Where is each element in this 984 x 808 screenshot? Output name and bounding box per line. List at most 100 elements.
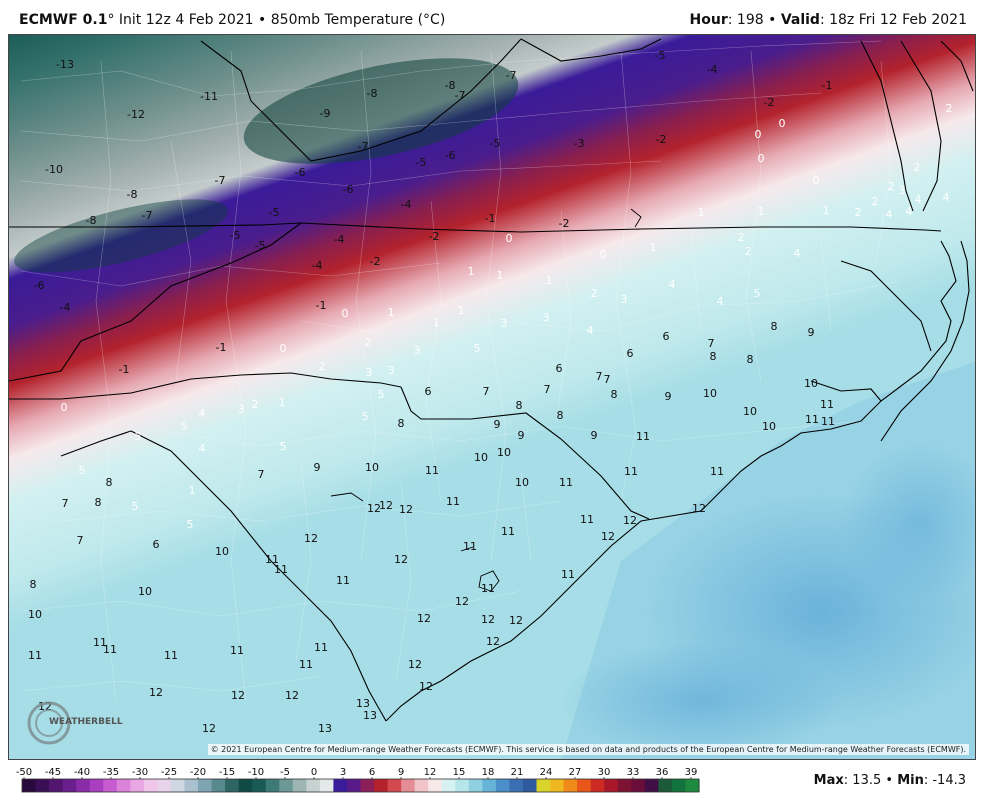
color-swatch [617,779,632,792]
temperature-labels: -13-11-12-10-8-7-8-7-9-8-8-7-7-7-6-6-5-6… [28,49,953,735]
temp-label: 12 [399,503,413,516]
temp-label: 3 [543,311,550,324]
temp-label: -7 [358,140,369,153]
legend-tick-label: 3 [340,767,346,778]
temp-label: 12 [149,686,163,699]
max-label: Max [813,773,844,788]
color-swatch [279,779,294,792]
temp-label: -4 [312,259,323,272]
logo-text: WEATHERBELL [49,717,123,727]
temperature-map[interactable]: -13 -11 -12 -10 -8 -7 -8 -7 -9 -8 -8 -7 -7 -7 -6 -6 -5 -6… [8,34,976,760]
temp-label: 4 [915,193,922,206]
temp-label: 11 [336,574,350,587]
temp-label: 6 [663,330,670,343]
temp-label: 7 [258,468,265,481]
temp-label: 4 [717,295,724,308]
temp-label: -8 [367,87,378,100]
color-swatch [76,779,91,792]
temp-label: 12 [455,595,469,608]
temp-label: 5 [79,464,86,477]
temp-label: 12 [481,613,495,626]
temp-label: 4 [906,205,913,218]
lakes [330,208,642,592]
temp-label: -6 [295,166,306,179]
color-swatch [441,779,456,792]
temp-label: 10 [215,545,229,558]
temp-label: -8 [127,188,138,201]
temp-label: -5 [230,229,241,242]
color-scale-legend: -50 -45 -40 -35 -30 -25 -20 -15 -10 -5 0 3 6 9 12 15 18 2… [0,760,984,808]
valid-label: Valid [780,12,820,28]
color-swatch [143,779,158,792]
temp-label: 8 [710,350,717,363]
temp-label: 4 [886,208,893,221]
temp-label: -7 [215,174,226,187]
color-swatch [685,779,700,792]
temp-label: 3 [388,364,395,377]
color-swatch [319,779,335,792]
separator: • [881,773,898,788]
color-swatch [62,779,77,792]
color-swatch [333,779,348,792]
color-swatch [35,779,50,792]
temp-label: 2 [872,195,879,208]
temp-label: 1 [823,204,830,217]
color-swatch [346,779,362,792]
legend-tick-label: 9 [398,767,404,778]
color-swatch [550,779,565,792]
temp-label: 5 [754,287,761,300]
temp-label: 11 [164,649,178,662]
temp-label: 4 [794,247,801,260]
legend-tick-label: -20 [190,767,206,778]
temp-label: 4 [943,191,950,204]
temp-label: 6 [627,347,634,360]
temp-label: 10 [703,387,717,400]
temp-label: 9 [314,461,321,474]
temp-label: 1 [758,205,765,218]
temp-label: 1 [388,306,395,319]
color-swatch [414,779,429,792]
temp-label: 11 [446,495,460,508]
temp-label: -5 [416,156,427,169]
color-swatch [563,779,578,792]
color-swatch [604,779,619,792]
temp-label: 0 [342,307,349,320]
temp-label: 0 [758,152,765,165]
color-swatch [658,779,673,792]
temp-label: 9 [808,326,815,339]
temp-label: -8 [86,214,97,227]
valid-value: : 18z Fri 12 Feb 2021 [819,12,967,28]
weatherbell-logo: WEATHERBELL [23,699,123,749]
temp-label: -4 [707,63,718,76]
temp-label: 13 [356,697,370,710]
legend-tick-label: 36 [656,767,669,778]
separator: • [763,12,781,28]
temp-label: 11 [425,464,439,477]
temp-label: 12 [285,689,299,702]
model-title: ECMWF 0.1° Init 12z 4 Feb 2021 • 850mb T… [19,12,445,28]
color-swatch [116,779,131,792]
temp-label: 9 [591,429,598,442]
temp-label: 11 [230,644,244,657]
color-swatch [671,779,687,792]
temp-label: 11 [274,563,288,576]
color-swatch [577,779,592,792]
temp-label: 2 [745,245,752,258]
color-swatch [468,779,483,792]
temp-label: -2 [429,230,440,243]
color-swatch [360,779,375,792]
legend-tick-label: 24 [540,767,553,778]
temp-label: 5 [181,420,188,433]
temp-label: -5 [255,239,266,252]
temp-label: 11 [93,636,107,649]
temp-label: 12 [486,635,500,648]
temp-label: -2 [656,133,667,146]
color-bar-border [21,778,700,793]
color-swatch [401,779,416,792]
temp-label: 11 [28,649,42,662]
temp-label: 13 [363,709,377,722]
temp-label: -1 [316,299,327,312]
temp-label: 11 [820,398,834,411]
temp-label: 12 [417,612,431,625]
temp-label: 12 [419,680,433,693]
